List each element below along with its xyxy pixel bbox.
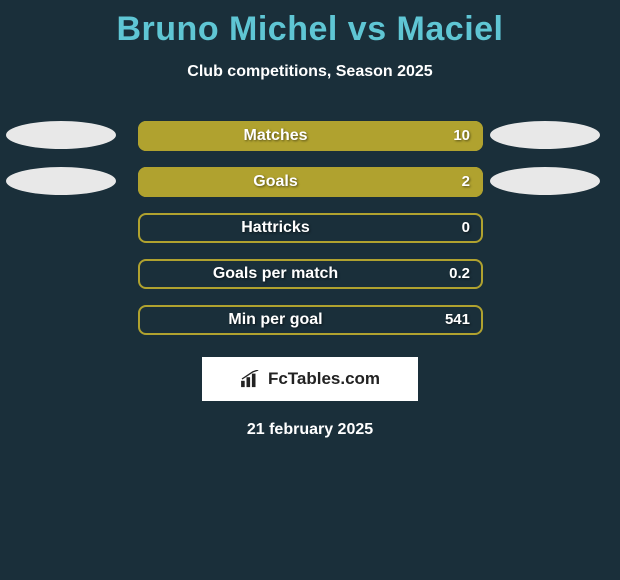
stat-value: 541 xyxy=(445,305,470,335)
bar-chart-icon xyxy=(240,370,262,388)
avatar-right xyxy=(490,167,600,195)
stat-value: 0.2 xyxy=(449,259,470,289)
bar-outline xyxy=(138,167,483,197)
stat-row: Matches10 xyxy=(0,121,620,151)
avatar-left xyxy=(6,121,116,149)
bar-outline xyxy=(138,213,483,243)
stat-row: Goals2 xyxy=(0,167,620,197)
bar-outline xyxy=(138,305,483,335)
bar-outline xyxy=(138,259,483,289)
stat-value: 10 xyxy=(453,121,470,151)
subtitle: Club competitions, Season 2025 xyxy=(0,63,620,81)
page-title: Bruno Michel vs Maciel xyxy=(0,0,620,49)
date-label: 21 february 2025 xyxy=(0,421,620,439)
stats-chart: Matches10 Goals2 Hattricks0 Goals per match… xyxy=(0,121,620,335)
stat-row: Goals per match0.2 xyxy=(0,259,620,289)
avatar-left xyxy=(6,167,116,195)
stat-row: Min per goal541 xyxy=(0,305,620,335)
stat-value: 2 xyxy=(462,167,470,197)
stat-value: 0 xyxy=(462,213,470,243)
logo-box: FcTables.com xyxy=(202,357,418,401)
stat-row: Hattricks0 xyxy=(0,213,620,243)
bar-outline xyxy=(138,121,483,151)
logo-text: FcTables.com xyxy=(268,369,380,389)
avatar-right xyxy=(490,121,600,149)
